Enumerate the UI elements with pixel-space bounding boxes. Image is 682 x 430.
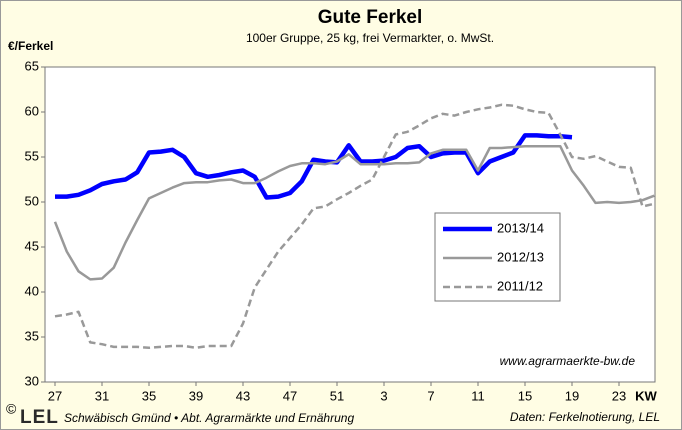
x-tick-label: 35 [142, 388, 156, 403]
y-tick-label: 60 [25, 103, 39, 118]
legend-label: 2012/13 [497, 249, 544, 264]
y-tick-label: 35 [25, 328, 39, 343]
annotation: Daten: Ferkelnotierung, LEL [510, 410, 660, 424]
x-tick-label: 15 [518, 388, 532, 403]
footer-text: Schwäbisch Gmünd • Abt. Agrarmärkte und … [64, 411, 354, 425]
chart-title: Gute Ferkel [318, 7, 423, 28]
x-tick-label: 39 [189, 388, 203, 403]
x-tick-label: 43 [236, 388, 250, 403]
y-tick-label: 65 [25, 58, 39, 73]
y-tick-label: 45 [25, 238, 39, 253]
x-tick-label: 31 [95, 388, 109, 403]
x-tick-label: 3 [380, 388, 387, 403]
logo: LEL [20, 407, 59, 428]
legend-label: 2011/12 [497, 278, 543, 293]
x-tick-label: 19 [565, 388, 579, 403]
y-tick-label: 40 [25, 283, 39, 298]
legend-label: 2013/14 [497, 220, 544, 235]
y-axis-label: €/Ferkel [8, 39, 53, 53]
x-axis-label: KW [635, 388, 657, 403]
series-line [54, 103, 655, 350]
series-line [53, 144, 655, 281]
annotation: www.agrarmaerkte-bw.de [500, 354, 636, 368]
y-tick-label: 55 [25, 148, 39, 163]
series-line [55, 133, 573, 200]
x-tick-label: 27 [48, 388, 62, 403]
x-tick-label: 23 [612, 388, 626, 403]
x-tick-label: 11 [471, 388, 485, 403]
chart-subtitle: 100er Gruppe, 25 kg, frei Vermarkter, o.… [246, 31, 494, 45]
plot-area [44, 66, 656, 383]
x-tick-label: 7 [427, 388, 434, 403]
x-tick-label: 47 [283, 388, 297, 403]
y-tick-label: 30 [25, 373, 39, 388]
y-tick-label: 50 [25, 193, 39, 208]
x-tick-label: 51 [330, 388, 344, 403]
copyright: © [6, 401, 17, 417]
